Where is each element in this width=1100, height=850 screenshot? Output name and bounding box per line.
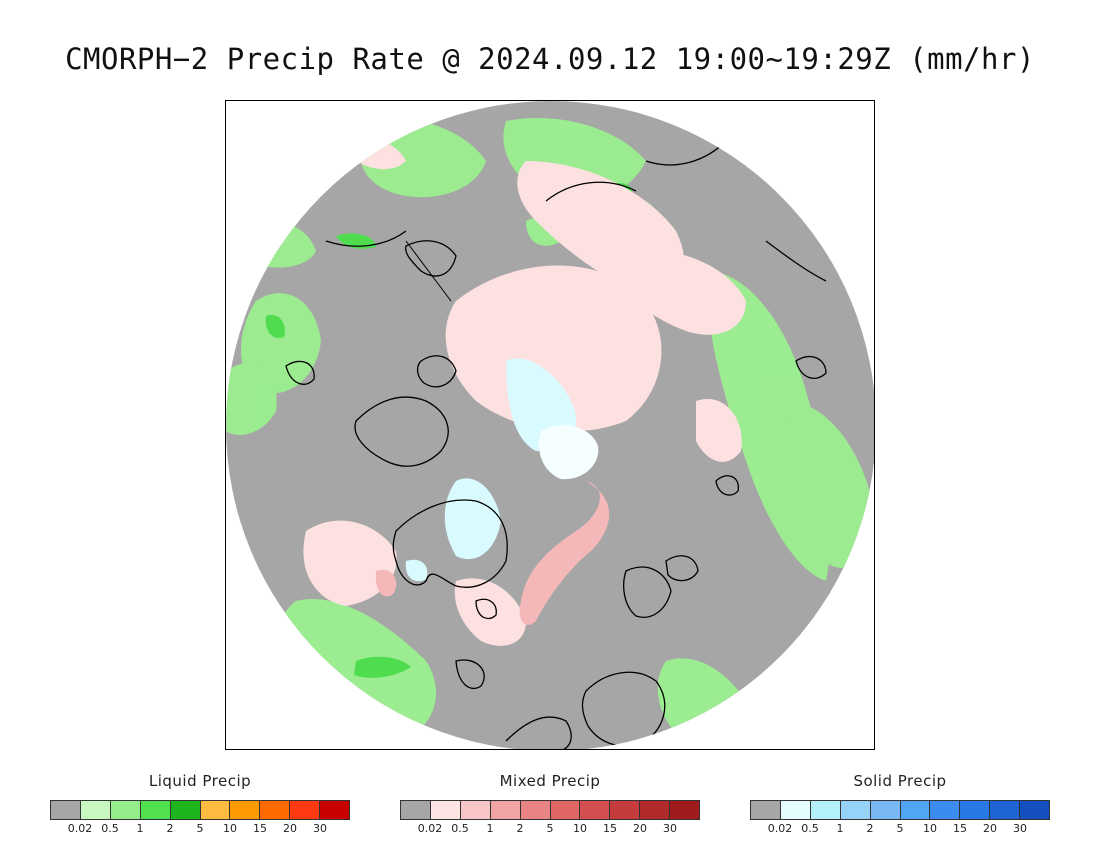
legend-tick-label: 2 <box>516 822 524 835</box>
legend-swatch <box>140 801 171 819</box>
legend-swatch <box>430 801 461 819</box>
legend-tick-label: 2 <box>166 822 174 835</box>
legend-tick-label: 5 <box>196 822 204 835</box>
legend-tick-label: 1 <box>836 822 844 835</box>
legend-tick-label: 0.5 <box>451 822 469 835</box>
legend-tick-label: 20 <box>283 822 297 835</box>
legend-swatch <box>110 801 141 819</box>
legend-tick-label: 0.5 <box>101 822 119 835</box>
map-title: CMORPH−2 Precip Rate @ 2024.09.12 19:00~… <box>65 42 1035 76</box>
legend-swatch <box>930 801 961 819</box>
legend-swatch <box>751 801 781 819</box>
legend-swatch <box>610 801 641 819</box>
legend-swatch <box>170 801 201 819</box>
legend-tick-label: 5 <box>896 822 904 835</box>
legend-swatch <box>810 801 841 819</box>
legend-tick-label: 1 <box>486 822 494 835</box>
legend-swatch <box>401 801 431 819</box>
border-line <box>405 240 452 302</box>
legend-swatch <box>80 801 111 819</box>
legend-tick-label: 0.02 <box>67 822 93 835</box>
legend-tick-label: 30 <box>313 822 327 835</box>
legend-swatch <box>230 801 261 819</box>
legend-swatch <box>990 801 1021 819</box>
polar-map-panel <box>225 100 875 750</box>
mixed-precip-areas <box>303 137 746 646</box>
legend-swatch <box>460 801 491 819</box>
legend-tick-label: 15 <box>953 822 967 835</box>
legend-ticks: 0.02 0.5 1 2 5 10 15 20 30 <box>750 822 1050 836</box>
legend-liquid-precip: Liquid Precip 0.02 0.5 1 2 5 10 15 20 30 <box>50 772 350 836</box>
legend-solid-precip: Solid Precip 0.02 0.5 1 2 5 10 15 20 30 <box>750 772 1050 836</box>
legend-tick-label: 20 <box>633 822 647 835</box>
legend-mixed-precip: Mixed Precip 0.02 0.5 1 2 5 10 15 20 30 <box>400 772 700 836</box>
coastlines <box>285 140 827 749</box>
legend-color-bar <box>400 800 700 820</box>
legend-color-bar <box>50 800 350 820</box>
legend-tick-label: 10 <box>573 822 587 835</box>
legend-swatch <box>200 801 231 819</box>
legend-swatch <box>900 801 931 819</box>
legend-tick-label: 20 <box>983 822 997 835</box>
legend-ticks: 0.02 0.5 1 2 5 10 15 20 30 <box>400 822 700 836</box>
legend-swatch <box>960 801 991 819</box>
legend-tick-label: 1 <box>136 822 144 835</box>
legend-swatch <box>520 801 551 819</box>
legend-swatch <box>51 801 81 819</box>
legend-tick-label: 30 <box>1013 822 1027 835</box>
legend-color-bar <box>750 800 1050 820</box>
legend-tick-label: 15 <box>603 822 617 835</box>
legend-tick-label: 0.02 <box>767 822 793 835</box>
legend-title: Solid Precip <box>853 772 947 790</box>
legend-tick-label: 10 <box>223 822 237 835</box>
legend-swatch <box>490 801 521 819</box>
legend-swatch <box>1020 801 1050 819</box>
legend-title: Mixed Precip <box>499 772 601 790</box>
legend-swatch <box>260 801 291 819</box>
legend-swatch <box>840 801 871 819</box>
legend-tick-label: 15 <box>253 822 267 835</box>
legend-swatch <box>580 801 611 819</box>
legend-swatch <box>320 801 350 819</box>
legend-swatch <box>780 801 811 819</box>
legend-tick-label: 0.5 <box>801 822 819 835</box>
legend-swatch <box>550 801 581 819</box>
legend-swatch <box>290 801 321 819</box>
heavy-snow-area <box>538 425 599 480</box>
legend-tick-label: 0.02 <box>417 822 443 835</box>
legend-tick-label: 5 <box>546 822 554 835</box>
legend-swatch <box>870 801 901 819</box>
legend-tick-label: 2 <box>866 822 874 835</box>
legend-swatch <box>670 801 700 819</box>
legend-ticks: 0.02 0.5 1 2 5 10 15 20 30 <box>50 822 350 836</box>
polar-precip-map <box>226 101 874 749</box>
legend-tick-label: 30 <box>663 822 677 835</box>
legend-title: Liquid Precip <box>148 772 252 790</box>
legend-swatch <box>640 801 671 819</box>
mixed-precip-band <box>375 481 610 625</box>
legend-tick-label: 10 <box>923 822 937 835</box>
